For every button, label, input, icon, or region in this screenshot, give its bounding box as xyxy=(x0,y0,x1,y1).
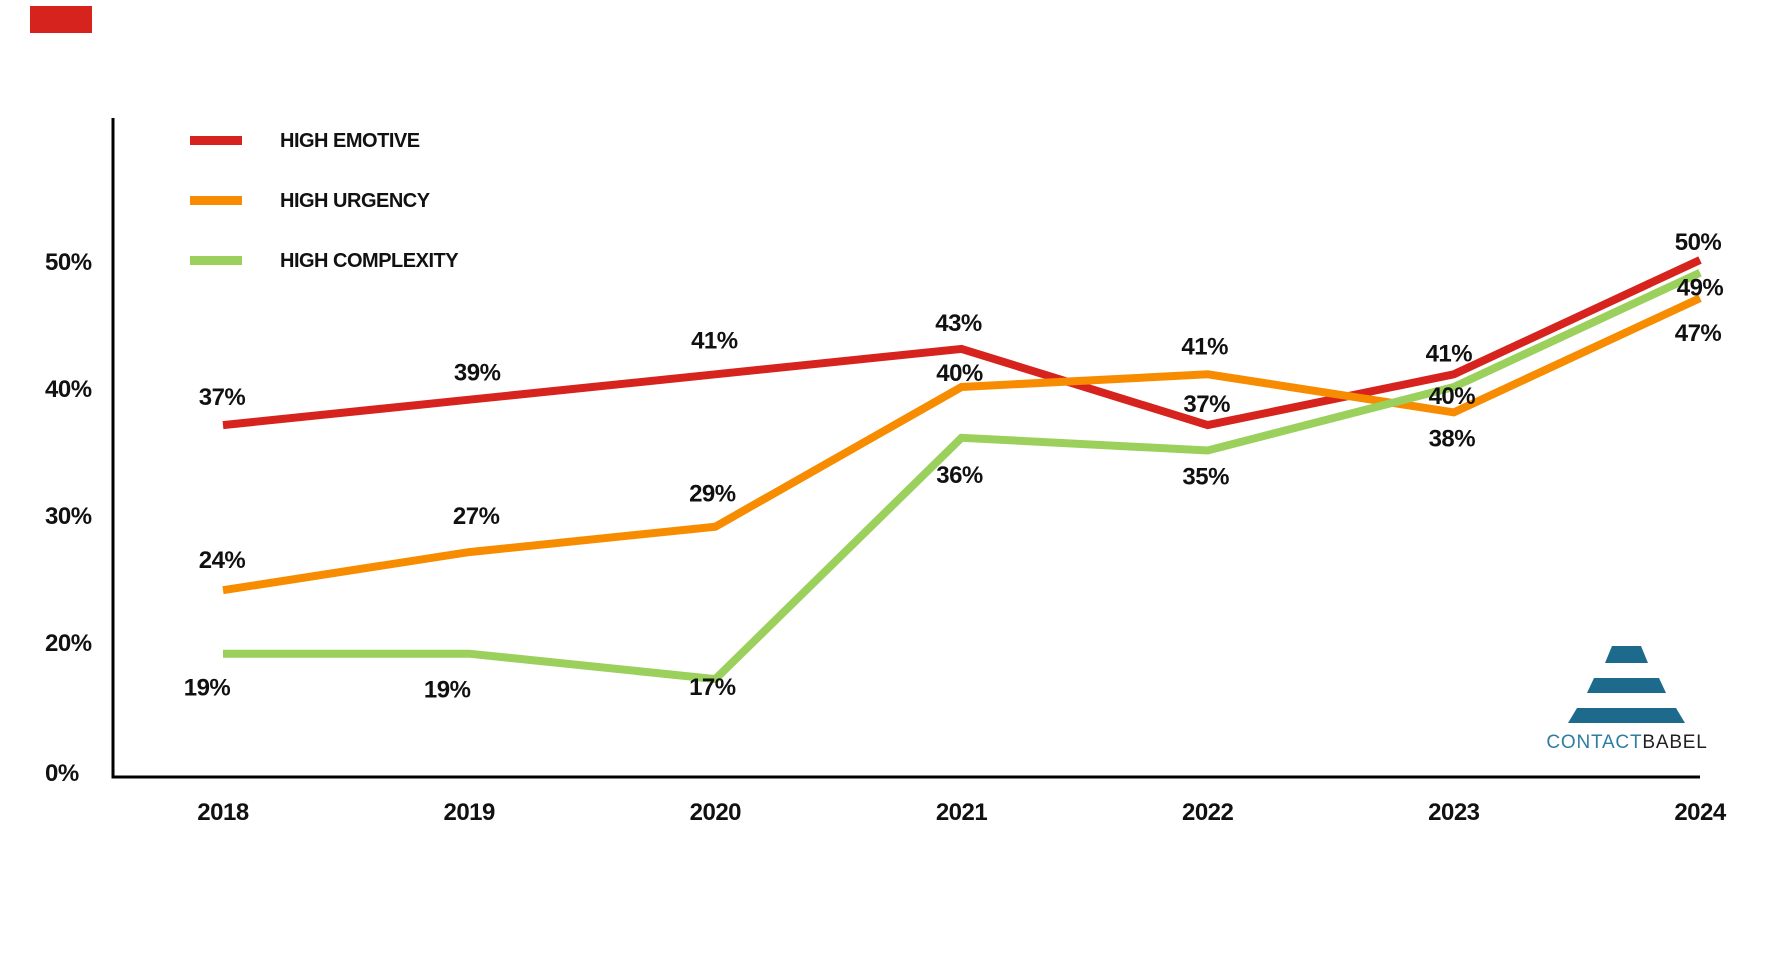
legend-item: HIGH COMPLEXITY xyxy=(190,250,460,272)
x-axis-year-labels: 2018 2019 2020 2021 2022 2023 2024 xyxy=(197,799,1727,826)
x-year-label: 2019 xyxy=(443,799,495,826)
y-tick-label: 40% xyxy=(45,376,92,403)
data-label: 17% xyxy=(689,674,736,701)
stray-red-mark xyxy=(30,6,92,33)
data-label: 19% xyxy=(184,675,231,702)
legend-swatch xyxy=(190,256,242,265)
data-label: 40% xyxy=(936,360,983,387)
x-year-label: 2022 xyxy=(1182,799,1234,826)
y-tick-label: 30% xyxy=(45,503,92,530)
data-label: 50% xyxy=(1675,229,1722,256)
x-year-label: 2024 xyxy=(1674,799,1727,826)
data-label: 41% xyxy=(691,327,738,354)
data-label: 43% xyxy=(935,310,982,337)
y-axis-tick-labels: 50% 40% 30% 20% 0% xyxy=(45,249,92,787)
data-label: 19% xyxy=(424,677,471,704)
series-line-high-emotive xyxy=(222,256,1702,430)
data-label: 41% xyxy=(1181,333,1228,360)
legend: HIGH EMOTIVE HIGH URGENCY HIGH COMPLEXITY xyxy=(190,130,460,272)
data-label: 37% xyxy=(199,384,246,411)
logo-pyramid-band xyxy=(1587,678,1666,693)
x-year-label: 2020 xyxy=(690,799,742,826)
x-year-label: 2023 xyxy=(1428,799,1480,826)
legend-label: HIGH URGENCY xyxy=(280,190,431,212)
legend-item: HIGH URGENCY xyxy=(190,190,431,212)
y-tick-label: 50% xyxy=(45,249,92,276)
data-label: 39% xyxy=(454,360,501,387)
data-label: 36% xyxy=(936,462,983,489)
data-label: 29% xyxy=(689,481,736,508)
data-label: 47% xyxy=(1675,320,1722,347)
data-label: 27% xyxy=(453,503,500,530)
data-label: 37% xyxy=(1183,391,1230,418)
contactbabel-logo: CONTACTBABEL xyxy=(1546,646,1707,753)
data-label: 40% xyxy=(1429,383,1476,410)
x-year-label: 2018 xyxy=(197,799,249,826)
data-label: 38% xyxy=(1429,425,1476,452)
legend-item: HIGH EMOTIVE xyxy=(190,130,420,152)
y-tick-label: 0% xyxy=(45,760,79,787)
data-label: 24% xyxy=(199,547,246,574)
legend-label: HIGH EMOTIVE xyxy=(280,130,420,152)
legend-swatch xyxy=(190,196,242,205)
data-point-labels: 37% 39% 41% 43% 37% 41% 50% 24% 27% 29% 40% 41% 38% 4… xyxy=(184,229,1724,704)
data-label: 41% xyxy=(1426,340,1473,367)
axes xyxy=(111,118,1700,779)
axis-line xyxy=(111,118,1700,779)
logo-text: CONTACTBABEL xyxy=(1546,732,1707,753)
series-lines xyxy=(222,256,1702,684)
legend-label: HIGH COMPLEXITY xyxy=(280,250,459,272)
series-line-high-complexity xyxy=(223,269,1702,684)
data-label: 49% xyxy=(1677,275,1724,302)
logo-pyramid-band xyxy=(1568,708,1685,723)
series-line-high-urgency xyxy=(222,294,1702,595)
x-year-label: 2021 xyxy=(936,799,988,826)
y-tick-label: 20% xyxy=(45,630,92,657)
data-label: 35% xyxy=(1182,464,1229,491)
legend-swatch xyxy=(190,136,242,145)
logo-pyramid-band xyxy=(1605,646,1648,663)
